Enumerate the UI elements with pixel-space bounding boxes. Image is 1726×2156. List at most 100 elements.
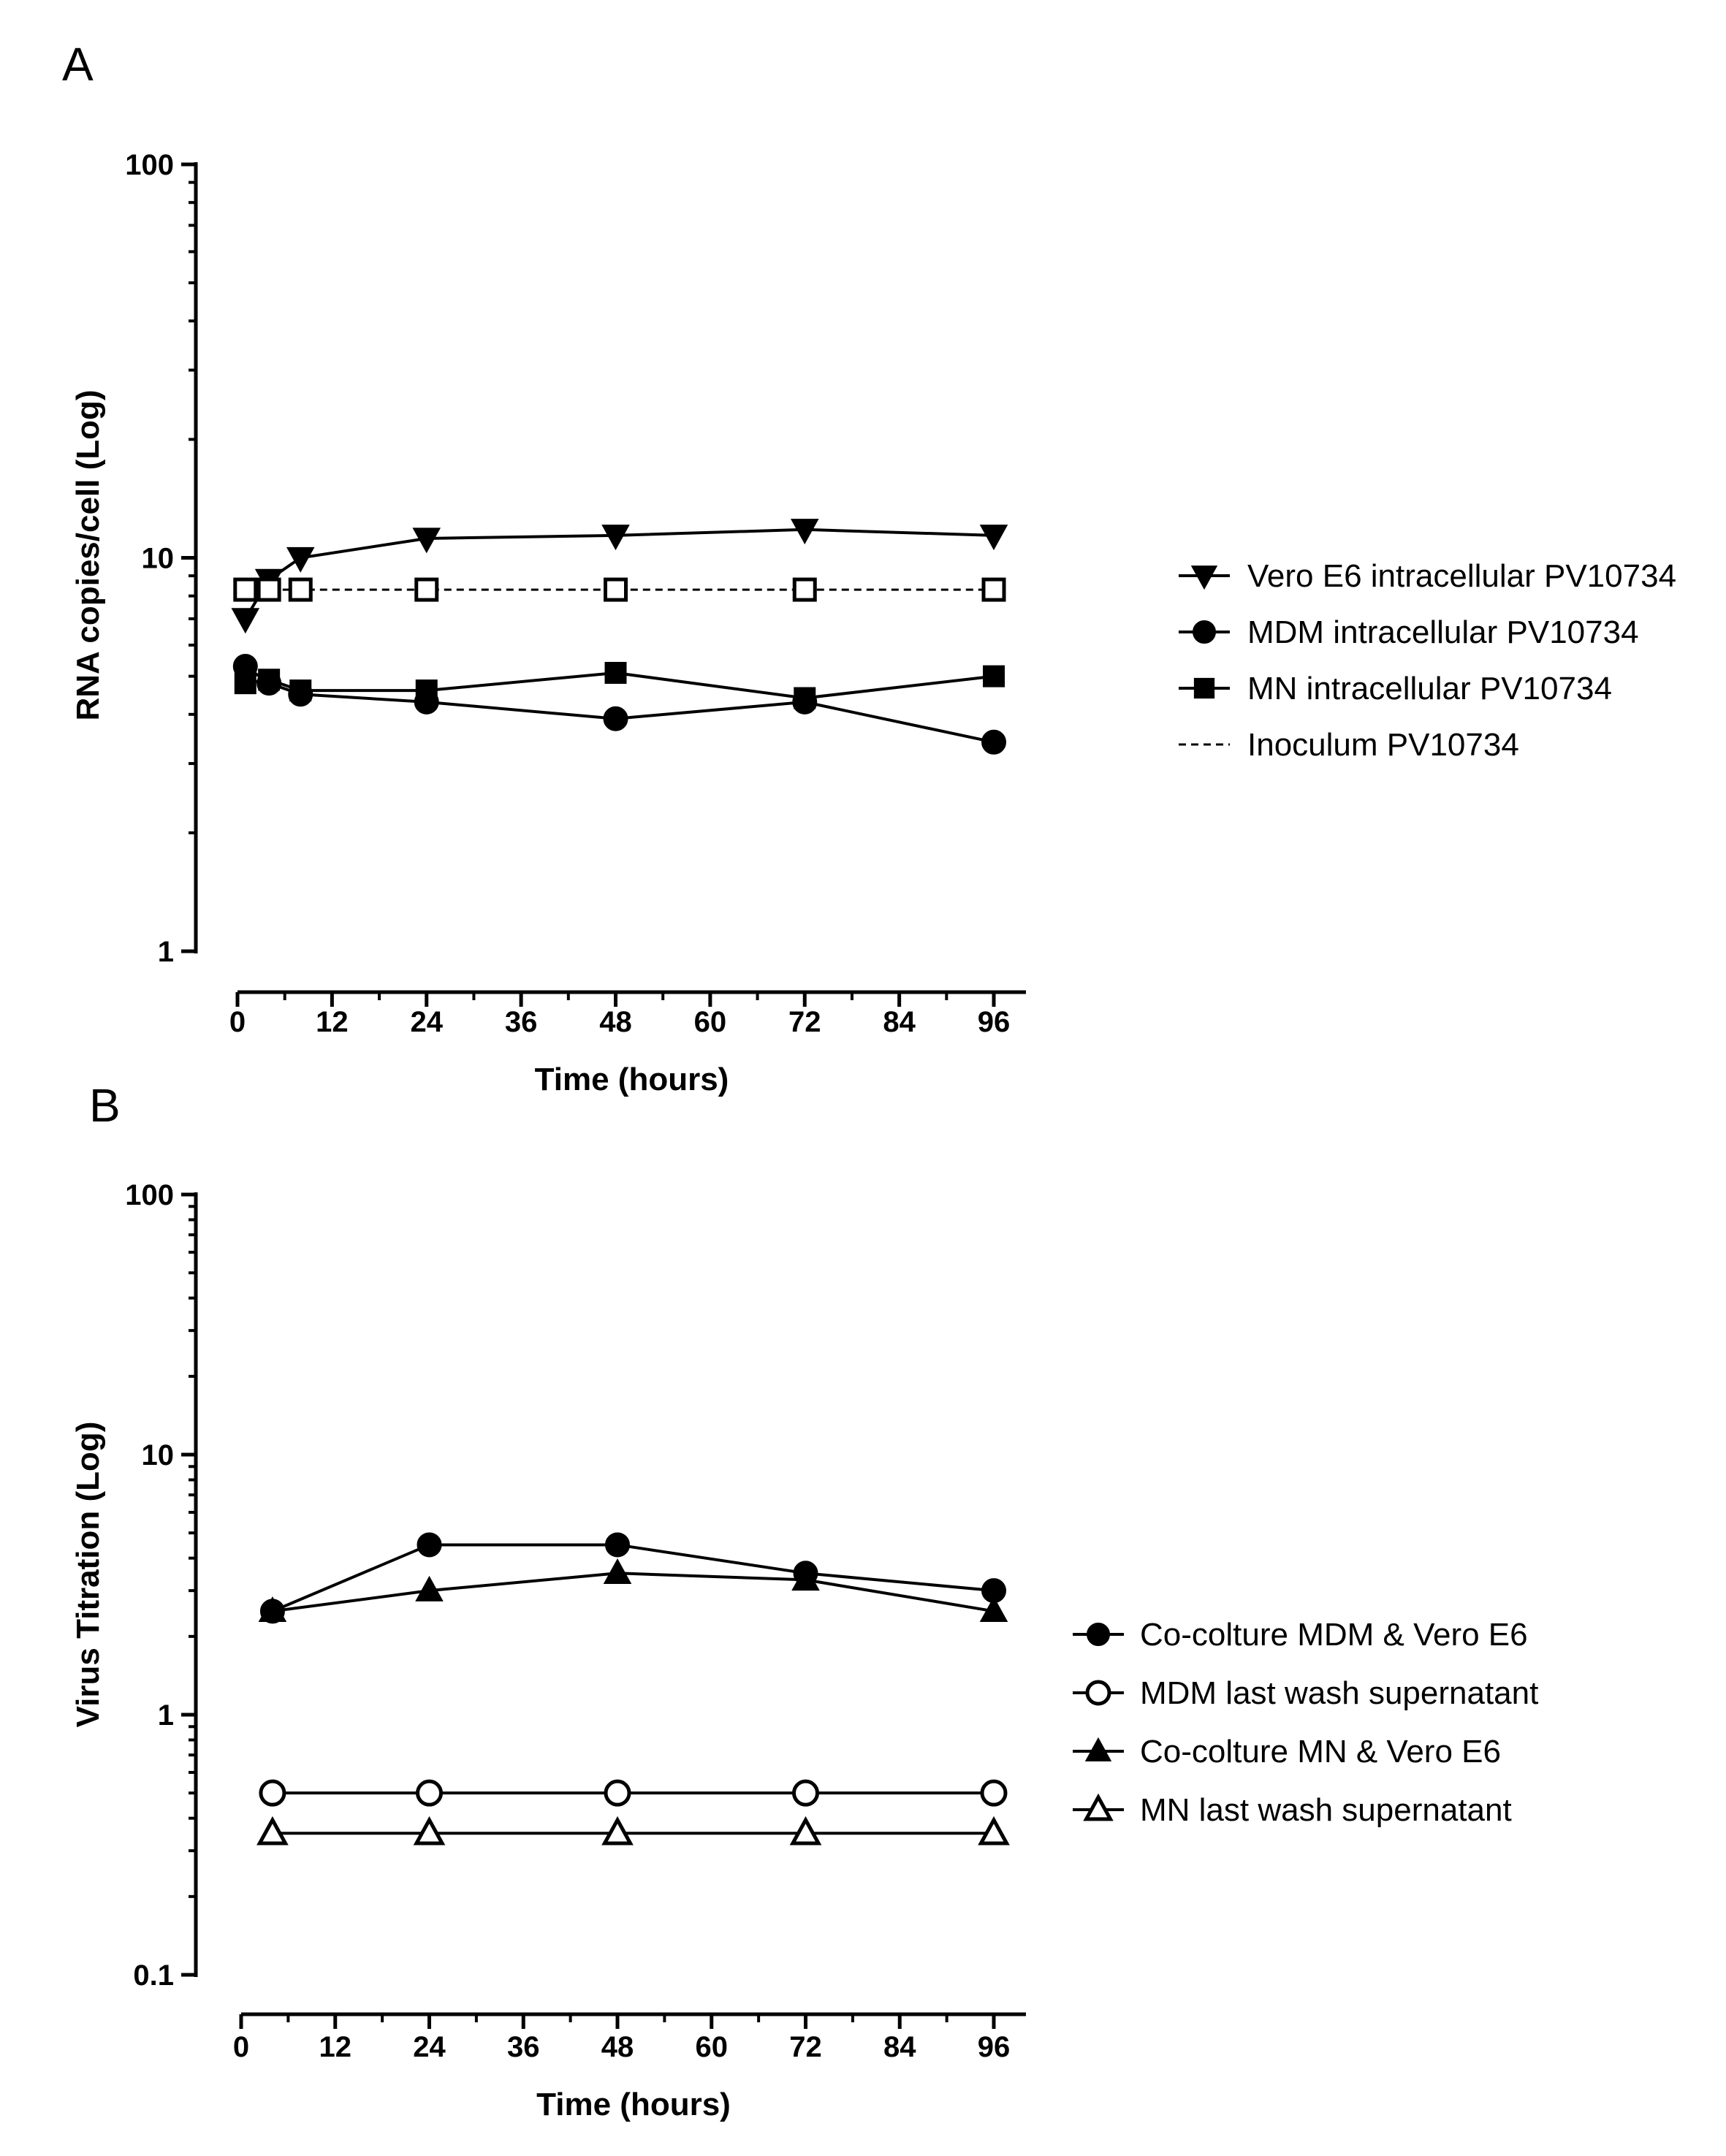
x-tick-label: 24 [413,2031,446,2063]
data-point [981,577,1006,602]
series-1 [231,519,1008,634]
panel-label-a: A [62,38,94,91]
legend-marker [1085,1680,1111,1706]
x-tick-label: 12 [319,2031,352,2063]
legend-label: Co-colture MN & Vero E6 [1140,1734,1501,1770]
series-line [272,1572,995,1613]
y-tick-label: 100 [125,1179,174,1211]
x-tick-label: 36 [507,2031,540,2063]
data-point [603,706,628,731]
legend-label: MN intracellular PV10734 [1247,671,1612,706]
legend-marker [1083,1793,1114,1821]
legend-label: Inoculum PV10734 [1247,727,1519,763]
x-tick-label: 84 [883,2031,916,2063]
data-point [981,729,1006,755]
x-tick-label: 60 [694,1006,727,1038]
data-point [415,679,438,702]
data-point [604,1779,631,1807]
data-point [603,1558,632,1584]
x-tick-label: 0 [229,1006,246,1038]
x-tick-label: 72 [789,2031,822,2063]
x-tick-label: 48 [601,2031,634,2063]
series-4 [256,1816,1010,1845]
x-tick-label: 60 [696,2031,729,2063]
data-point [979,525,1008,551]
legend-marker [1193,677,1215,699]
legend-marker [1087,1623,1110,1646]
data-point [415,1575,444,1601]
data-point [604,577,628,602]
data-point [417,1532,442,1558]
legend-label: Co-colture MDM & Vero E6 [1140,1617,1528,1653]
legend-entry: MN last wash supernatant [1073,1792,1512,1828]
legend-entry: Co-colture MDM & Vero E6 [1073,1617,1528,1653]
data-point [416,1779,443,1807]
legend-entry: Vero E6 intracellular PV10734 [1179,558,1676,594]
data-point [289,679,312,702]
legend-marker [1193,620,1216,644]
data-point [256,577,281,602]
data-point [234,672,256,695]
legend-entry: MN intracellular PV10734 [1179,671,1612,706]
data-point [979,1596,1008,1623]
data-point [286,546,315,573]
y-tick-label: 0.1 [133,1959,174,1992]
legend-entry: Co-colture MN & Vero E6 [1073,1734,1501,1770]
legend-entry: MDM last wash supernatant [1073,1675,1538,1711]
series-3 [258,1558,1008,1623]
legend-label: MN last wash supernatant [1140,1792,1512,1828]
data-point [980,1779,1008,1807]
data-point [792,577,817,602]
data-point [288,577,313,602]
y-tick-label: 10 [142,543,175,575]
data-point [794,687,816,709]
x-tick-label: 84 [883,1006,916,1038]
x-tick-label: 96 [978,2031,1011,2063]
legend-label: MDM intracellular PV10734 [1247,614,1639,650]
legend-marker [1084,1737,1112,1761]
data-point [789,1816,822,1845]
legend-label: MDM last wash supernatant [1140,1675,1538,1711]
panel-label-b: B [89,1079,121,1132]
y-axis-title: Virus Titration (Log) [70,1422,106,1728]
y-tick-label: 1 [158,1699,174,1732]
data-point [414,577,439,602]
data-point [605,1532,630,1558]
x-tick-label: 0 [233,2031,249,2063]
legend-entry: MDM intracellular PV10734 [1179,614,1639,650]
data-point [233,577,258,602]
data-point [258,1596,287,1623]
x-tick-label: 24 [411,1006,444,1038]
data-point [256,1816,289,1845]
data-point [983,665,1005,687]
x-tick-label: 72 [788,1006,821,1038]
series-2 [259,1779,1008,1807]
series-4 [233,577,1006,602]
x-tick-label: 36 [505,1006,538,1038]
data-point [413,1816,446,1845]
data-point [790,519,819,545]
y-tick-label: 10 [142,1439,175,1471]
y-axis-title: RNA copies/cell (Log) [70,389,106,720]
data-point [601,525,630,551]
x-axis-title: Time (hours) [536,2087,731,2122]
x-tick-label: 12 [316,1006,349,1038]
legend-entry: Inoculum PV10734 [1179,727,1519,763]
data-point [259,1779,286,1807]
x-tick-label: 48 [599,1006,632,1038]
legend-label: Vero E6 intracellular PV10734 [1247,558,1676,594]
series-1 [259,1532,1006,1624]
data-point [604,661,627,684]
data-point [791,1565,820,1591]
data-point [978,1816,1010,1845]
x-tick-label: 96 [978,1006,1011,1038]
chart-panel-a: 1 10 100 0 12 24 36 48 60 72 84 96 Time (hours) RNA c… [70,149,1676,1097]
legend-marker [1190,565,1218,590]
data-point [231,608,260,634]
x-axis-title: Time (hours) [535,1062,729,1097]
data-point [412,527,441,554]
data-point [258,668,281,691]
data-point [601,1816,634,1845]
data-point [792,1779,819,1807]
